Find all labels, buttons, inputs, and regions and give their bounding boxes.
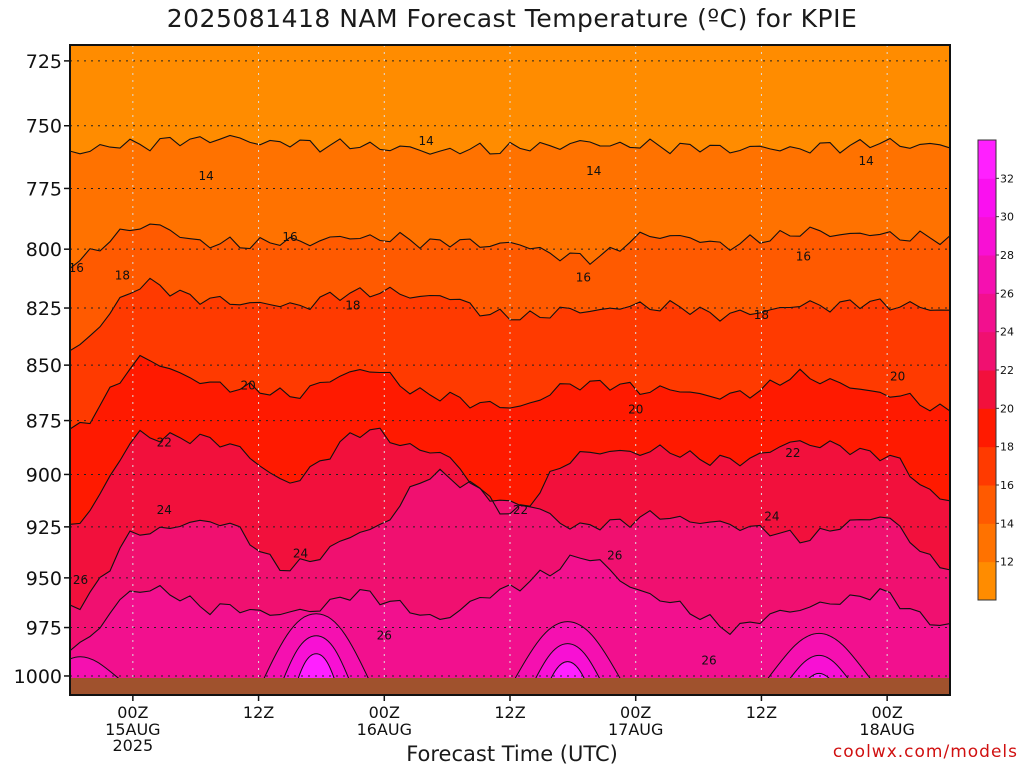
contour-label: 16 [282, 230, 297, 244]
contour-label: 18 [345, 299, 360, 313]
colorbar-label: 20 [1000, 402, 1014, 415]
x-tick-sublabel: 18AUG [859, 720, 914, 739]
contour-label: 26 [73, 573, 88, 587]
y-tick-label: 775 [26, 178, 62, 200]
contour-label: 22 [513, 503, 528, 517]
y-tick-label: 925 [26, 517, 62, 539]
contour-label: 14 [199, 169, 214, 183]
y-tick-label: 750 [26, 116, 62, 138]
x-tick-sublabel: 16AUG [357, 720, 412, 739]
contour-label: 22 [157, 435, 172, 449]
colorbar-label: 16 [1000, 479, 1014, 492]
x-tick-label: 00Z [620, 703, 651, 722]
contour-label: 26 [607, 549, 622, 563]
contour-line [70, 354, 950, 430]
y-tick-label: 1000 [14, 666, 62, 688]
colorbar-label: 24 [1000, 326, 1014, 339]
colorbar-swatch [978, 370, 996, 409]
contour-label: 24 [293, 547, 308, 561]
contour-label: 26 [701, 654, 716, 668]
x-tick-label: 00Z [369, 703, 400, 722]
contour-label: 24 [157, 503, 172, 517]
colorbar-swatch [978, 255, 996, 294]
colorbar-label: 12 [1000, 556, 1014, 569]
x-tick-sublabel: 17AUG [608, 720, 663, 739]
x-axis-label: Forecast Time (UTC) [406, 742, 618, 766]
colorbar-swatch [978, 140, 996, 179]
colorbar-label: 22 [1000, 364, 1014, 377]
x-tick-label: 12Z [494, 703, 525, 722]
y-tick-label: 950 [26, 568, 62, 590]
colorbar-swatch [978, 331, 996, 371]
colorbar-label: 26 [1000, 287, 1014, 300]
colorbar-swatch [978, 408, 996, 448]
colorbar-label: 14 [1000, 517, 1014, 530]
colorbar-label: 28 [1000, 249, 1014, 262]
contour-label: 20 [240, 378, 255, 392]
ground-terrain [70, 678, 950, 695]
y-tick-label: 800 [26, 239, 62, 261]
chart-title: 2025081418 NAM Forecast Temperature (ºC)… [166, 4, 858, 33]
contour-label: 22 [785, 446, 800, 460]
contour-line [70, 134, 950, 155]
colorbar-swatch [978, 446, 996, 486]
contour-label: 18 [754, 308, 769, 322]
x-tick-label: 12Z [746, 703, 777, 722]
contour-line [70, 427, 950, 525]
contour-label: 16 [796, 249, 811, 263]
colorbar-label: 18 [1000, 441, 1014, 454]
colorbar-swatch [978, 561, 996, 601]
y-tick-label: 975 [26, 618, 62, 640]
contour-label: 16 [69, 261, 84, 275]
y-tick-label: 875 [26, 411, 62, 433]
colorbar-label: 32 [1000, 172, 1014, 185]
contour-label: 16 [576, 271, 591, 285]
y-tick-label: 825 [26, 298, 62, 320]
colorbar-swatch [978, 178, 996, 218]
x-tick-sublabel: 2025 [112, 736, 153, 755]
contour-label: 14 [419, 134, 434, 148]
contour-label: 26 [377, 628, 392, 642]
contour-label: 20 [628, 403, 643, 417]
contour-label: 14 [859, 154, 874, 168]
y-tick-label: 850 [26, 355, 62, 377]
colorbar-swatch [978, 523, 996, 563]
contour-label: 20 [890, 369, 905, 383]
contour-label: 18 [115, 268, 130, 282]
contour-label: 14 [586, 164, 601, 178]
colorbar-swatch [978, 216, 996, 256]
y-tick-label: 900 [26, 464, 62, 486]
x-tick-sublabel: 15AUG [105, 720, 160, 739]
colorbar-swatch [978, 485, 996, 524]
contour-label: 24 [764, 509, 779, 523]
y-tick-label: 725 [26, 51, 62, 73]
colorbar-swatch [978, 293, 996, 333]
x-tick-label: 00Z [871, 703, 902, 722]
x-tick-label: 00Z [117, 703, 148, 722]
x-tick-label: 12Z [243, 703, 274, 722]
source-credit: coolwx.com/models [832, 742, 1018, 762]
colorbar-label: 30 [1000, 211, 1014, 224]
